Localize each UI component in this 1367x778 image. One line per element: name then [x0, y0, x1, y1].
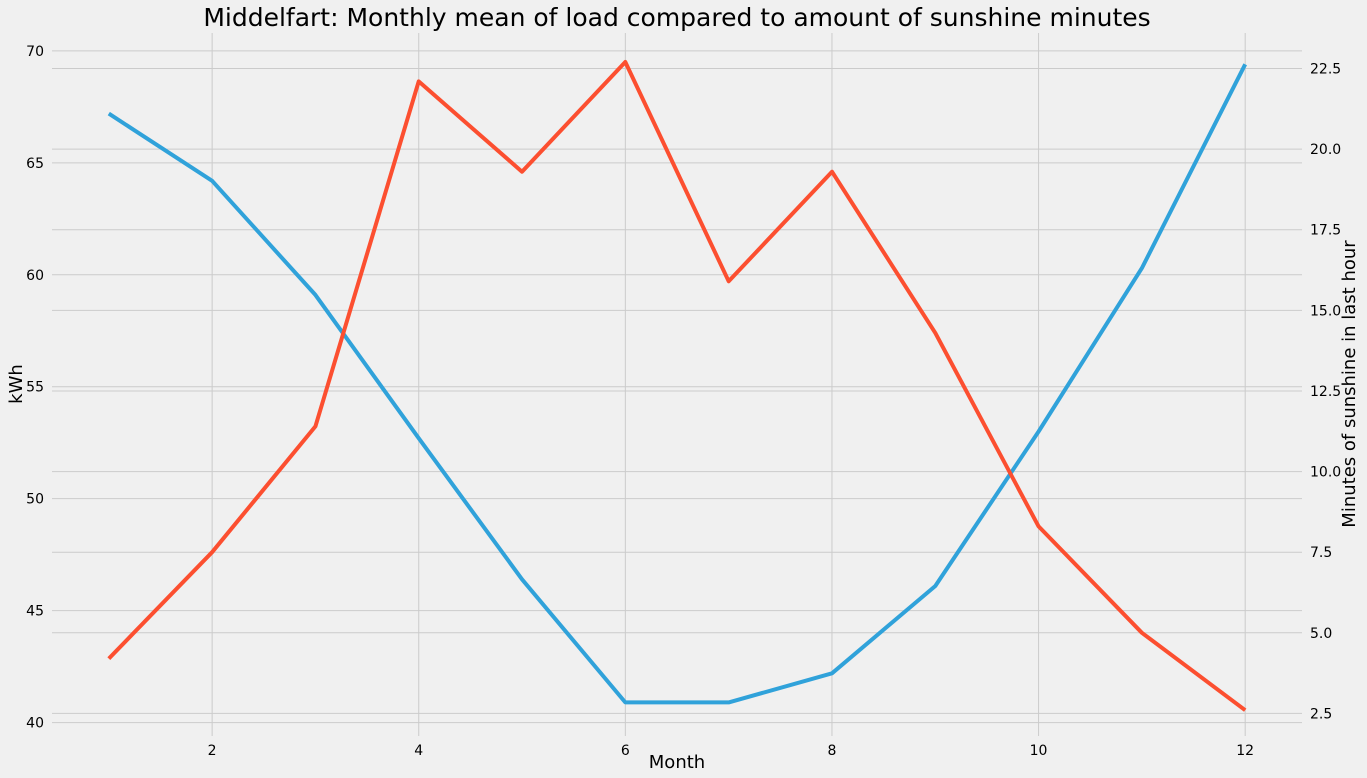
y2-tick-label: 15.0 — [1310, 303, 1341, 319]
y-tick-label: 40 — [26, 716, 44, 732]
x-tick-label: 12 — [1236, 743, 1254, 759]
y2-tick-label: 22.5 — [1310, 61, 1341, 77]
y2-tick-label: 2.5 — [1310, 706, 1332, 722]
plot-area — [52, 33, 1302, 736]
y-tick-label: 55 — [26, 380, 44, 396]
y-tick-label: 65 — [26, 156, 44, 172]
chart-title: Middelfart: Monthly mean of load compare… — [203, 3, 1150, 32]
x-tick-label: 2 — [208, 743, 217, 759]
y-axis-label: kWh — [6, 364, 27, 404]
x-tick-label: 4 — [414, 743, 423, 759]
y2-tick-label: 7.5 — [1310, 545, 1332, 561]
y-tick-label: 45 — [26, 604, 44, 620]
y-tick-label: 60 — [26, 268, 44, 284]
sunshine-series-line — [107, 60, 1247, 712]
tick-labels: 2 4 6 8 10 12 40 45 50 55 60 65 70 2.5 5.0 7.5 10.0 12.5 1… — [26, 44, 1341, 759]
x-tick-label: 8 — [827, 743, 836, 759]
y2-tick-label: 5.0 — [1310, 626, 1332, 642]
y2-tick-label: 20.0 — [1310, 142, 1341, 158]
x-tick-label: 6 — [621, 743, 630, 759]
series-lines — [107, 60, 1247, 712]
y2-axis-label: Minutes of sunshine in last hour — [1339, 240, 1360, 528]
y2-tick-label: 12.5 — [1310, 384, 1341, 400]
y2-tick-label: 17.5 — [1310, 223, 1341, 239]
x-axis-label: Month — [649, 752, 705, 773]
x-tick-label: 10 — [1030, 743, 1048, 759]
y2-tick-label: 10.0 — [1310, 465, 1341, 481]
y-tick-label: 50 — [26, 492, 44, 508]
grid-lines — [52, 33, 1302, 736]
y-tick-label: 70 — [26, 44, 44, 60]
load-series-line — [107, 63, 1247, 705]
